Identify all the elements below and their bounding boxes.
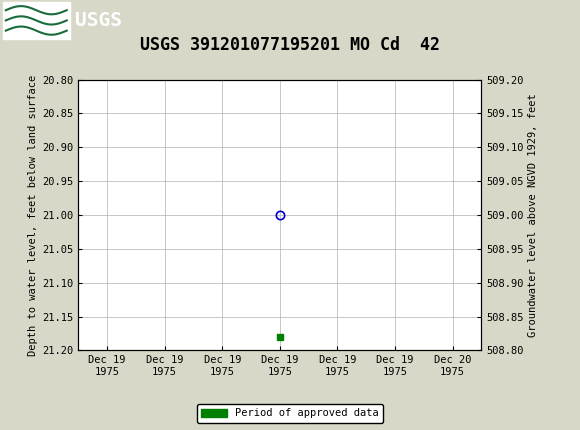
Text: USGS: USGS [75, 11, 122, 30]
Text: USGS 391201077195201 MO Cd  42: USGS 391201077195201 MO Cd 42 [140, 36, 440, 54]
Y-axis label: Groundwater level above NGVD 1929, feet: Groundwater level above NGVD 1929, feet [528, 93, 538, 337]
Bar [3, 2, 70, 39]
Legend: Period of approved data: Period of approved data [197, 404, 383, 423]
Y-axis label: Depth to water level, feet below land surface: Depth to water level, feet below land su… [28, 74, 38, 356]
